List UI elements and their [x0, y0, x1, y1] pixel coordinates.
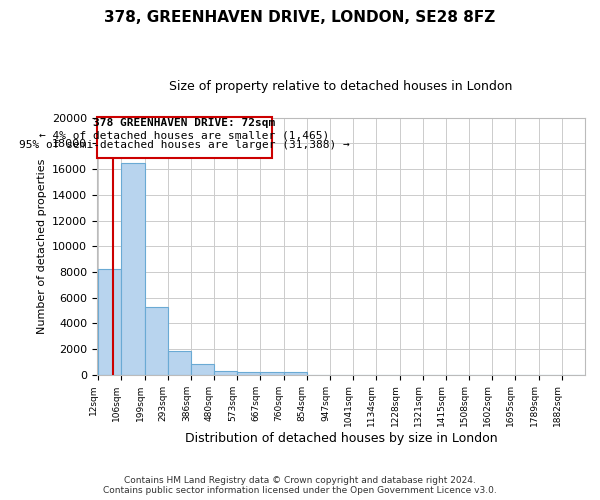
Text: 378 GREENHAVEN DRIVE: 72sqm: 378 GREENHAVEN DRIVE: 72sqm: [94, 118, 275, 128]
Bar: [191, 364, 214, 374]
Text: Contains HM Land Registry data © Crown copyright and database right 2024.
Contai: Contains HM Land Registry data © Crown c…: [103, 476, 497, 495]
Bar: [121, 162, 145, 374]
Text: 95% of semi-detached houses are larger (31,388) →: 95% of semi-detached houses are larger (…: [19, 140, 350, 150]
Y-axis label: Number of detached properties: Number of detached properties: [37, 158, 47, 334]
Bar: [167, 352, 191, 374]
Bar: [98, 270, 121, 374]
Bar: [214, 370, 237, 374]
FancyBboxPatch shape: [97, 117, 272, 158]
Bar: [145, 306, 167, 374]
X-axis label: Distribution of detached houses by size in London: Distribution of detached houses by size …: [185, 432, 497, 445]
Text: ← 4% of detached houses are smaller (1,465): ← 4% of detached houses are smaller (1,4…: [40, 130, 329, 140]
Title: Size of property relative to detached houses in London: Size of property relative to detached ho…: [169, 80, 512, 93]
Text: 378, GREENHAVEN DRIVE, LONDON, SE28 8FZ: 378, GREENHAVEN DRIVE, LONDON, SE28 8FZ: [104, 10, 496, 25]
Bar: [284, 372, 307, 374]
Bar: [260, 372, 284, 374]
Bar: [237, 372, 260, 374]
